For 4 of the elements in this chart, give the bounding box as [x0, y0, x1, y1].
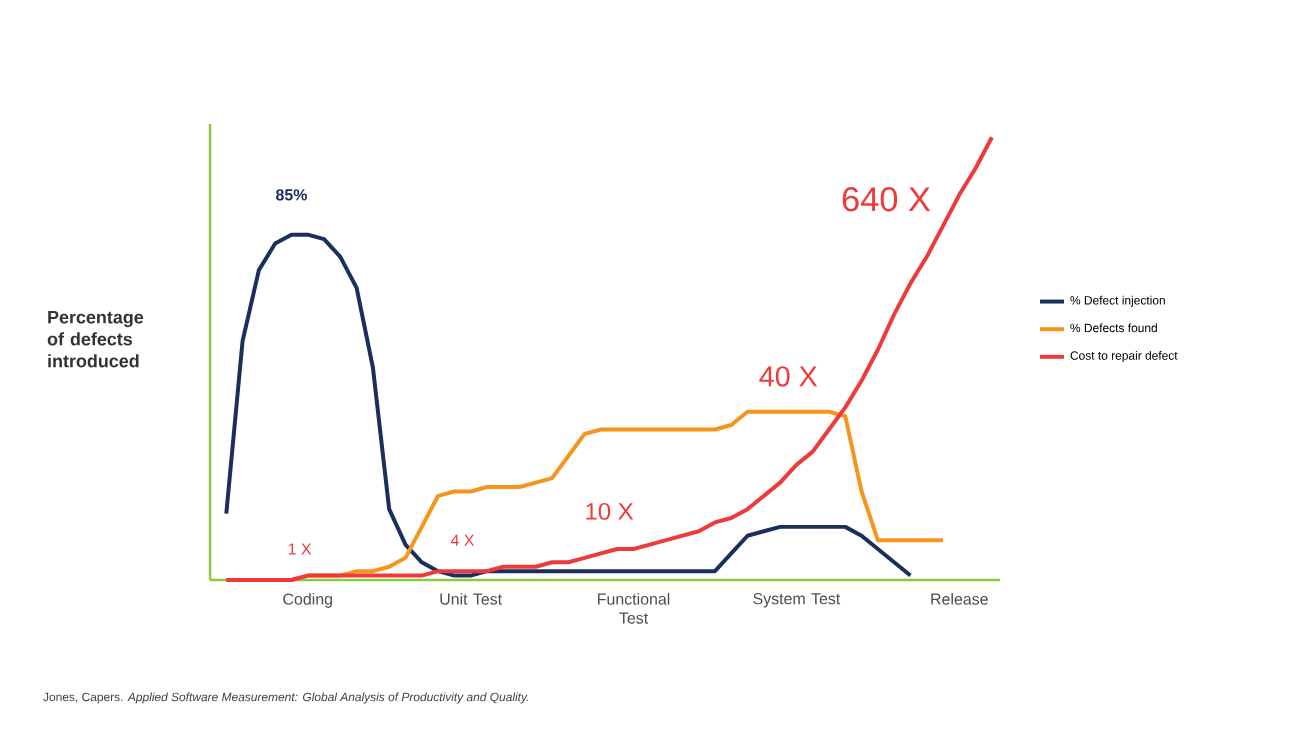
annotation: 10 X [586, 502, 634, 520]
y-axis-title: Percentage of defects introduced [47, 311, 144, 368]
annotation: 640 X [842, 187, 931, 212]
annotation: 40 X [759, 366, 818, 387]
